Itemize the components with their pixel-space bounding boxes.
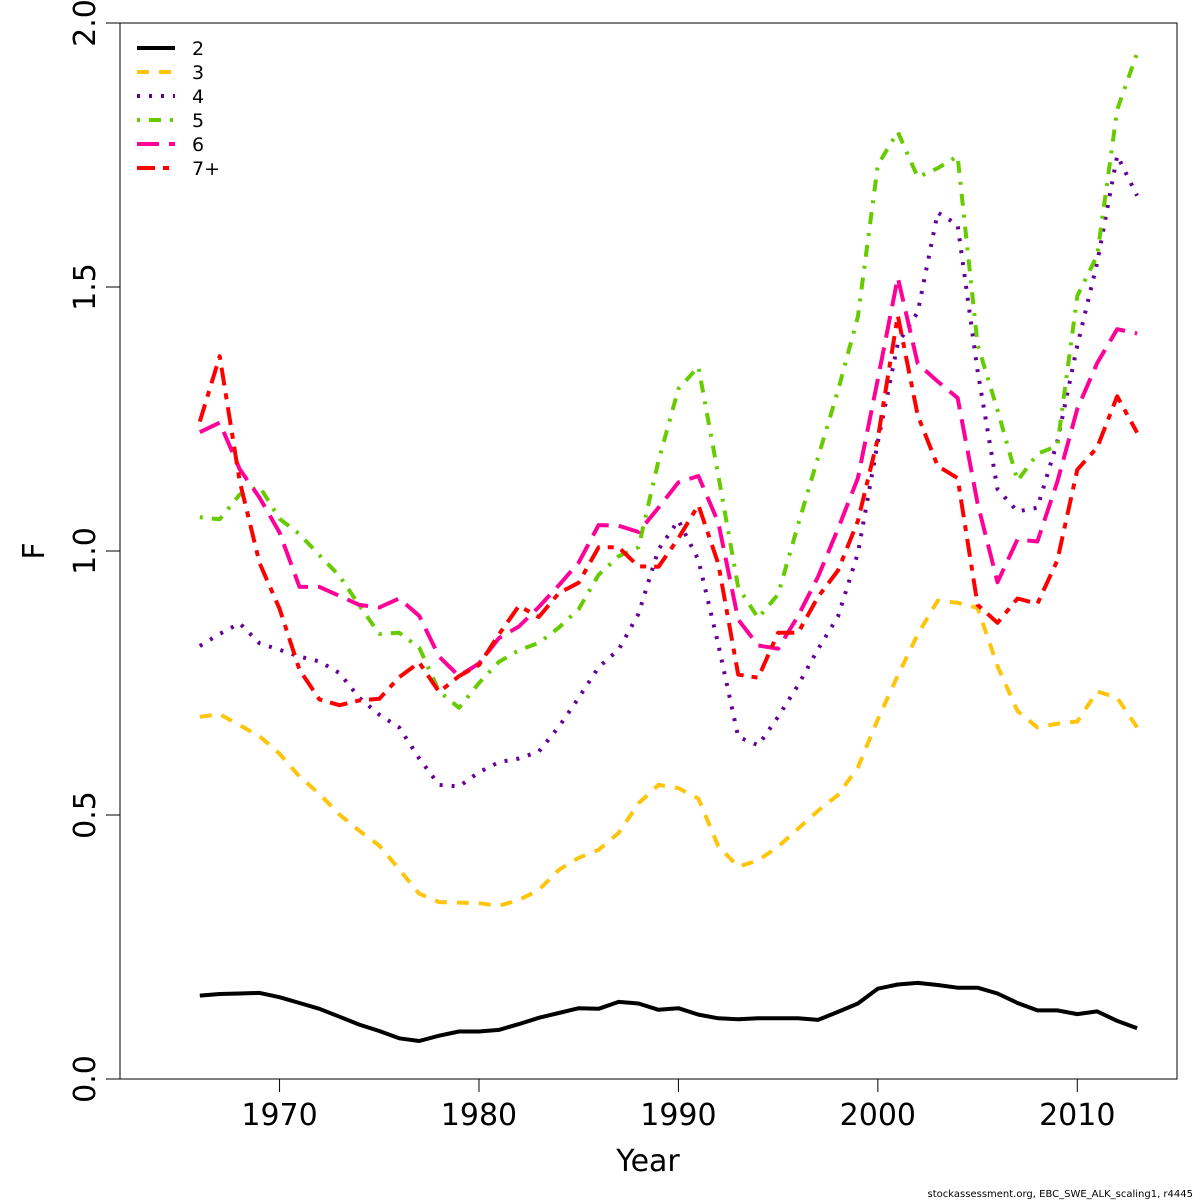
plot-frame <box>119 22 1178 1080</box>
x-tick-label: 2010 <box>1039 1098 1115 1133</box>
series-lines <box>197 52 1139 1043</box>
series-line-age-6 <box>198 275 1138 679</box>
footer-note: stockassessment.org, EBC_SWE_ALK_scaling… <box>928 1189 1193 1200</box>
y-axis: 0.0 0.5 1.0 1.5 2.0 <box>68 0 121 1103</box>
y-tick-label: 2.0 <box>68 0 103 47</box>
x-tick-label: 2000 <box>840 1098 916 1133</box>
y-axis-title: F <box>17 542 52 559</box>
legend-label: 7+ <box>192 158 220 180</box>
series-line-age-4 <box>198 153 1139 789</box>
legend-label: 5 <box>192 110 204 132</box>
y-tick-label: 0.5 <box>68 791 103 839</box>
y-tick-label: 0.0 <box>68 1055 103 1103</box>
y-tick-label: 1.0 <box>68 527 103 575</box>
x-tick-label: 1980 <box>441 1098 517 1133</box>
series-line-age-5 <box>199 52 1139 710</box>
y-tick-label: 1.5 <box>68 263 103 311</box>
series-line-age-2 <box>199 980 1138 1043</box>
legend-label: 2 <box>192 38 204 60</box>
series-line-age-7plus <box>197 313 1139 708</box>
legend-label: 4 <box>192 86 204 108</box>
x-tick-label: 1990 <box>640 1098 716 1133</box>
x-tick-label: 1970 <box>241 1098 317 1133</box>
legend-label: 6 <box>192 134 204 156</box>
legend-label: 3 <box>192 62 204 84</box>
x-axis: 1970 1980 1990 2000 2010 <box>241 1078 1115 1133</box>
x-axis-title: Year <box>615 1144 680 1179</box>
series-line-age-3 <box>199 598 1139 908</box>
